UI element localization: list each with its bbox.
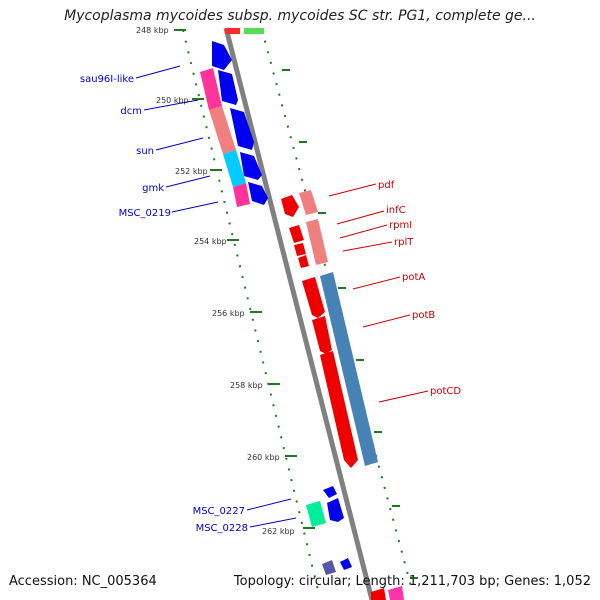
axis-ticks: 248 kbp 250 kbp 252 kbp 254 kbp 256 kbp … [136,26,315,536]
tick-label-258: 258 kbp [230,381,263,390]
feature-cyan [223,150,246,187]
tick-label-256: 256 kbp [212,309,245,318]
label-potB: potB [412,310,435,321]
feature-bottom-pink [388,586,404,600]
label-gmk: gmk [142,183,164,194]
label-rpmI: rpmI [389,220,412,231]
feature-teal [306,501,326,527]
left-leaders [135,65,297,528]
gene-MSC_0228 [327,498,344,522]
gene-infC [299,190,318,215]
right-leaders [328,183,429,403]
gene-sau96I-like [212,41,232,70]
gene-potB [312,316,332,354]
gene-rpmI [289,225,304,243]
gene-dcm [218,70,238,105]
left-gene-labels: sau96I-like dcm sun gmk MSC_0219 MSC_022… [80,74,248,534]
label-rplT: rplT [394,237,414,248]
label-sau96I-like: sau96I-like [80,74,134,85]
gene-rplT [294,243,306,256]
label-pdf: pdf [378,180,395,191]
tick-label-250: 250 kbp [156,96,189,105]
genome-info-text: Topology: circular; Length: 1,211,703 bp… [233,574,591,589]
tick-label-252: 252 kbp [175,167,208,176]
accession-text: Accession: NC_005364 [9,574,157,589]
gene-potCD-blue [320,272,378,466]
right-gene-labels: pdf infC rpmI rplT potA potB potCD [378,180,461,397]
gene-MSC_0219 [248,182,268,205]
feature-pink-bottom [233,183,250,207]
label-potA: potA [402,272,425,283]
gene-sun [230,108,254,150]
gene-rplT-extra [298,255,309,268]
label-MSC_0227: MSC_0227 [193,506,245,517]
label-potCD: potCD [430,386,461,397]
top-feature-red [225,28,240,34]
map-title: Mycoplasma mycoides subsp. mycoides SC s… [64,8,536,24]
label-dcm: dcm [120,106,142,117]
tick-label-254: 254 kbp [194,237,227,246]
label-MSC_0228: MSC_0228 [196,523,248,534]
tick-label-260: 260 kbp [247,453,280,462]
feature-salmon-right [306,219,328,265]
gene-gmk [240,152,262,180]
label-sun: sun [136,146,154,157]
right-strand-ticks [282,69,418,579]
label-MSC_0219: MSC_0219 [119,208,171,219]
tick-label-248: 248 kbp [136,26,169,35]
gene-bottom-purple [322,560,336,575]
gene-bottom-blue [340,558,352,570]
gene-MSC_0227 [323,486,337,498]
gene-potA [302,277,325,318]
top-feature-green [244,28,264,34]
feature-salmon [209,106,236,154]
gene-pdf [281,195,299,217]
tick-label-262: 262 kbp [262,527,295,536]
label-infC: infC [386,205,406,216]
feature-bottom-red [371,588,386,600]
genome-backbone [223,27,375,600]
gene-potCD [320,351,358,468]
feature-pink-top [200,68,222,110]
